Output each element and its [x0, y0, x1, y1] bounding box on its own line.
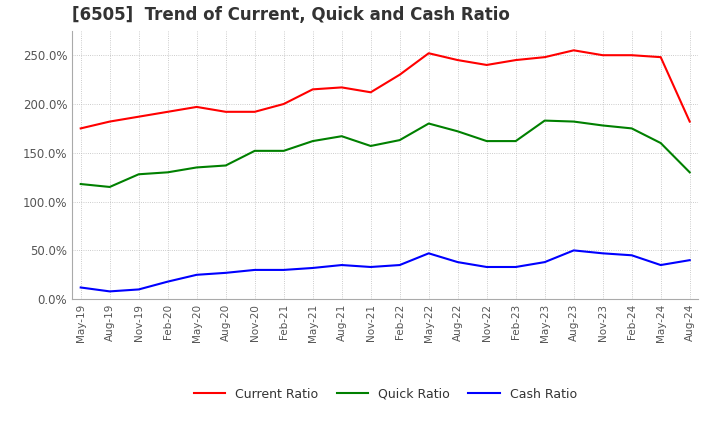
Quick Ratio — [424, 121, 433, 126]
Current Ratio — [570, 48, 578, 53]
Quick Ratio — [338, 134, 346, 139]
Quick Ratio — [163, 170, 172, 175]
Current Ratio — [163, 109, 172, 114]
Quick Ratio — [366, 143, 375, 149]
Quick Ratio — [221, 163, 230, 168]
Cash Ratio — [279, 267, 288, 272]
Current Ratio — [482, 62, 491, 68]
Text: [6505]  Trend of Current, Quick and Cash Ratio: [6505] Trend of Current, Quick and Cash … — [72, 6, 510, 24]
Quick Ratio — [308, 139, 317, 144]
Current Ratio — [192, 104, 201, 110]
Quick Ratio — [105, 184, 114, 190]
Cash Ratio — [105, 289, 114, 294]
Legend: Current Ratio, Quick Ratio, Cash Ratio: Current Ratio, Quick Ratio, Cash Ratio — [189, 383, 582, 406]
Cash Ratio — [482, 264, 491, 270]
Line: Quick Ratio: Quick Ratio — [81, 121, 690, 187]
Current Ratio — [657, 55, 665, 60]
Cash Ratio — [163, 279, 172, 284]
Current Ratio — [308, 87, 317, 92]
Current Ratio — [424, 51, 433, 56]
Quick Ratio — [657, 140, 665, 146]
Cash Ratio — [454, 260, 462, 265]
Quick Ratio — [598, 123, 607, 128]
Current Ratio — [135, 114, 143, 119]
Current Ratio — [338, 85, 346, 90]
Current Ratio — [511, 58, 520, 63]
Cash Ratio — [685, 257, 694, 263]
Quick Ratio — [76, 181, 85, 187]
Current Ratio — [685, 119, 694, 124]
Cash Ratio — [541, 260, 549, 265]
Cash Ratio — [76, 285, 85, 290]
Quick Ratio — [685, 170, 694, 175]
Quick Ratio — [570, 119, 578, 124]
Current Ratio — [395, 72, 404, 77]
Cash Ratio — [366, 264, 375, 270]
Quick Ratio — [511, 139, 520, 144]
Quick Ratio — [454, 128, 462, 134]
Current Ratio — [251, 109, 259, 114]
Cash Ratio — [135, 287, 143, 292]
Current Ratio — [105, 119, 114, 124]
Quick Ratio — [627, 126, 636, 131]
Cash Ratio — [511, 264, 520, 270]
Current Ratio — [541, 55, 549, 60]
Current Ratio — [454, 58, 462, 63]
Current Ratio — [627, 52, 636, 58]
Line: Current Ratio: Current Ratio — [81, 50, 690, 128]
Cash Ratio — [627, 253, 636, 258]
Cash Ratio — [308, 265, 317, 271]
Cash Ratio — [221, 270, 230, 275]
Current Ratio — [279, 101, 288, 106]
Current Ratio — [221, 109, 230, 114]
Current Ratio — [366, 90, 375, 95]
Quick Ratio — [192, 165, 201, 170]
Cash Ratio — [395, 262, 404, 268]
Line: Cash Ratio: Cash Ratio — [81, 250, 690, 291]
Cash Ratio — [424, 251, 433, 256]
Quick Ratio — [541, 118, 549, 123]
Quick Ratio — [395, 137, 404, 143]
Current Ratio — [598, 52, 607, 58]
Cash Ratio — [251, 267, 259, 272]
Cash Ratio — [338, 262, 346, 268]
Cash Ratio — [570, 248, 578, 253]
Cash Ratio — [598, 251, 607, 256]
Quick Ratio — [482, 139, 491, 144]
Quick Ratio — [251, 148, 259, 154]
Quick Ratio — [135, 172, 143, 177]
Cash Ratio — [192, 272, 201, 278]
Current Ratio — [76, 126, 85, 131]
Cash Ratio — [657, 262, 665, 268]
Quick Ratio — [279, 148, 288, 154]
